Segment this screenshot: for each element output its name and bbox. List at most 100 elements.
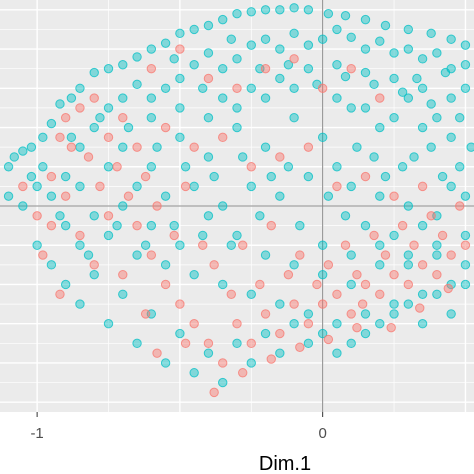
data-point (275, 328, 285, 339)
data-point (123, 122, 134, 133)
data-point (103, 103, 114, 113)
data-point (160, 83, 171, 93)
data-point (275, 44, 285, 54)
data-point (18, 181, 28, 192)
data-point (146, 93, 157, 103)
data-point (118, 142, 128, 152)
data-point (460, 240, 471, 250)
data-point (175, 240, 185, 250)
data-point (332, 348, 342, 358)
data-point (317, 269, 328, 280)
data-point (303, 171, 314, 182)
data-point (360, 44, 371, 54)
data-point (417, 260, 428, 270)
data-point (446, 250, 456, 260)
data-point (289, 28, 299, 39)
data-point (189, 368, 199, 378)
data-point (103, 132, 114, 143)
data-point (232, 83, 242, 93)
data-point (123, 191, 134, 201)
data-point (375, 36, 385, 46)
data-point (283, 269, 294, 280)
data-point (146, 63, 157, 74)
data-point (352, 322, 362, 333)
data-point (403, 24, 414, 35)
data-point (226, 34, 236, 44)
data-point (55, 211, 65, 221)
data-point (295, 250, 305, 260)
data-point (369, 79, 379, 90)
data-point (218, 377, 228, 388)
data-point (460, 279, 471, 290)
data-point (303, 338, 314, 349)
data-point (3, 191, 14, 201)
data-point (75, 83, 85, 93)
data-point (295, 220, 305, 231)
data-point (169, 230, 179, 241)
data-point (232, 54, 242, 64)
data-point (189, 60, 199, 70)
data-point (60, 113, 71, 123)
data-point (432, 269, 442, 280)
data-point (132, 181, 142, 192)
data-point (18, 146, 28, 156)
data-point (209, 260, 219, 270)
x-axis-title: Dim.1 (259, 453, 311, 474)
data-point (260, 93, 271, 103)
data-point (203, 73, 214, 84)
data-point (460, 260, 471, 270)
data-point (232, 103, 242, 113)
data-point (89, 93, 99, 103)
data-point (275, 152, 285, 162)
data-point (26, 142, 37, 152)
data-point (403, 260, 414, 270)
data-point (146, 250, 157, 260)
data-point (66, 142, 77, 152)
data-point (132, 338, 142, 349)
data-point (175, 132, 185, 143)
data-point (426, 142, 436, 152)
data-point (417, 122, 428, 133)
data-point (432, 113, 442, 123)
data-point (75, 240, 85, 250)
data-point (417, 220, 428, 231)
x-axis-ticks: -1 0 (30, 412, 327, 442)
data-point (340, 10, 351, 21)
data-point (426, 211, 436, 221)
data-point (180, 181, 191, 192)
data-point (189, 181, 199, 192)
data-point (9, 152, 19, 162)
data-point (460, 40, 471, 50)
data-point (403, 44, 414, 54)
data-point (46, 191, 57, 201)
data-point (375, 93, 385, 103)
data-point (232, 319, 242, 329)
data-point (118, 113, 128, 123)
data-point (346, 338, 356, 349)
data-point (417, 289, 428, 299)
data-point (118, 93, 128, 103)
data-point (160, 122, 171, 133)
data-point (266, 354, 276, 364)
data-point (203, 348, 214, 358)
data-point (132, 142, 142, 152)
data-point (26, 171, 37, 182)
data-point (460, 191, 471, 201)
data-point (417, 181, 428, 192)
data-point (32, 211, 42, 221)
data-point (89, 211, 99, 221)
data-point (103, 230, 114, 241)
data-point (246, 338, 256, 349)
data-point (317, 83, 328, 93)
data-point (140, 240, 151, 250)
data-point (346, 63, 356, 74)
data-point (289, 113, 299, 123)
data-point (75, 181, 85, 192)
data-point (317, 132, 328, 143)
data-point (346, 279, 356, 290)
data-point (389, 299, 399, 309)
data-point (446, 93, 456, 103)
data-point (146, 44, 157, 54)
data-point (218, 93, 228, 103)
